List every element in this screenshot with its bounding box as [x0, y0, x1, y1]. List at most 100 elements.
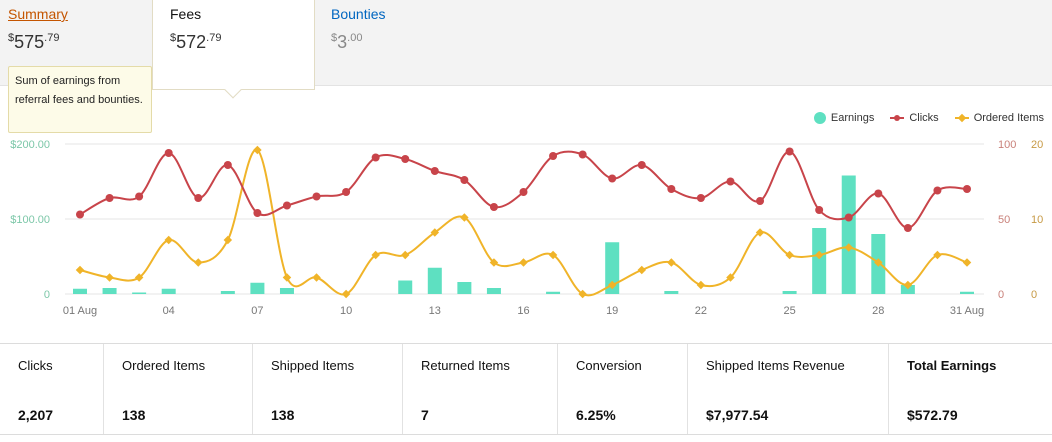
chart-legend: Earnings Clicks Ordered Items — [813, 110, 1044, 126]
stat-value: $7,977.54 — [706, 407, 769, 423]
stat-conversion: Conversion 6.25% — [558, 344, 688, 434]
x-axis-tick-label: 19 — [606, 305, 618, 317]
tab-fees-label[interactable]: Fees — [170, 6, 202, 22]
clicks-point — [756, 197, 765, 205]
tab-bounties-label[interactable]: Bounties — [331, 6, 386, 22]
clicks-point — [489, 203, 498, 211]
x-axis-tick-label: 28 — [872, 305, 884, 317]
clicks-point — [667, 185, 676, 193]
report-tabs-bar: Summary $575.79 Fees $572.79 Bounties $3… — [0, 0, 1052, 99]
ordered-items-point — [696, 280, 706, 290]
earnings-chart: 0 $100.00 $200.00 0 50 100 0 10 20 01 Aug 04 07 10 13… — [10, 139, 1043, 317]
earnings-bar — [664, 291, 679, 294]
stat-label: Clicks — [18, 358, 53, 373]
legend-item-ordered-items[interactable]: Ordered Items — [954, 112, 1044, 124]
summary-tooltip: Sum of earnings from referral fees and b… — [8, 66, 152, 133]
stat-value: 2,207 — [18, 407, 54, 423]
stat-total-earnings: Total Earnings $572.79 — [889, 344, 1052, 434]
clicks-axis-tick-label: 50 — [998, 214, 1010, 226]
ordered-items-axis-tick-label: 20 — [1031, 139, 1043, 151]
stat-value: 138 — [271, 407, 295, 423]
earnings-bar — [73, 288, 87, 294]
earnings-bar — [102, 288, 117, 294]
left-axis-tick-label: $100.00 — [10, 214, 50, 226]
clicks-point — [637, 161, 646, 169]
clicks-point — [519, 188, 528, 196]
clicks-point — [430, 167, 439, 175]
ordered-items-point — [726, 273, 735, 282]
earnings-bar — [812, 228, 827, 294]
legend-item-earnings[interactable]: Earnings — [813, 112, 875, 124]
tab-summary-label[interactable]: Summary — [8, 6, 68, 22]
stat-returned-items: Returned Items 7 — [403, 344, 558, 434]
earnings-bar — [605, 242, 620, 294]
tab-summary[interactable]: Summary $575.79 — [0, 0, 150, 86]
tab-fees-amount: $572.79 — [170, 32, 306, 53]
ordered-items-point — [430, 228, 440, 237]
active-tab-pointer — [224, 81, 242, 99]
clicks-point — [223, 161, 232, 169]
left-axis-tick-label: 0 — [44, 289, 50, 301]
stat-label: Shipped Items Revenue — [706, 358, 845, 373]
ordered-items-swatch-icon — [954, 113, 969, 123]
currency-symbol: $ — [8, 32, 15, 44]
clicks-point — [105, 194, 114, 202]
x-axis-tick-label: 22 — [695, 305, 707, 317]
amount-whole: 572 — [176, 32, 207, 52]
ordered-items-point — [75, 265, 85, 275]
clicks-point — [312, 192, 321, 201]
ordered-items-point — [578, 289, 587, 299]
currency-symbol: $ — [170, 32, 177, 44]
stat-label: Shipped Items — [271, 358, 355, 373]
clicks-point — [785, 147, 794, 156]
clicks-axis-tick-label: 0 — [998, 289, 1004, 301]
amount-whole: 575 — [14, 32, 45, 52]
clicks-axis-tick-label: 100 — [998, 139, 1016, 151]
ordered-items-point — [874, 258, 883, 267]
legend-label-ordered-items: Ordered Items — [973, 112, 1044, 124]
ordered-items-point — [223, 235, 233, 245]
x-axis-tick-label: 31 Aug — [950, 305, 984, 317]
ordered-items-point — [312, 273, 321, 282]
stat-shipped-items-revenue: Shipped Items Revenue $7,977.54 — [688, 344, 889, 434]
earnings-bar — [161, 288, 176, 294]
clicks-point — [253, 209, 262, 217]
x-axis-tick-label: 10 — [340, 305, 352, 317]
ordered-items-point — [460, 213, 469, 222]
x-axis-tick-label: 07 — [251, 305, 263, 317]
clicks-point — [371, 153, 380, 162]
earnings-bar — [398, 280, 413, 294]
legend-label-earnings: Earnings — [830, 112, 875, 124]
clicks-point — [401, 155, 410, 163]
stat-label: Returned Items — [421, 358, 510, 373]
stats-row: Clicks 2,207 Ordered Items 138 Shipped I… — [0, 343, 1052, 435]
clicks-point — [282, 201, 291, 210]
earnings-bar — [457, 282, 472, 294]
ordered-items-point — [194, 258, 203, 267]
earnings-bar — [220, 291, 235, 294]
stat-shipped-items: Shipped Items 138 — [253, 344, 403, 434]
earnings-swatch-icon — [813, 112, 826, 124]
x-axis-tick-label: 16 — [517, 305, 529, 317]
legend-item-clicks[interactable]: Clicks — [890, 112, 939, 124]
ordered-items-axis-tick-label: 0 — [1031, 289, 1037, 301]
clicks-point — [578, 150, 587, 159]
ordered-items-point — [371, 250, 380, 260]
ordered-items-point — [400, 250, 410, 260]
stat-label: Conversion — [576, 358, 642, 373]
x-axis-tick-label: 04 — [163, 305, 175, 317]
ordered-items-point — [105, 273, 114, 282]
tab-summary-amount: $575.79 — [8, 32, 142, 53]
stat-label: Total Earnings — [907, 358, 997, 373]
tab-fees[interactable]: Fees $572.79 — [152, 0, 315, 99]
ordered-items-point — [667, 258, 676, 267]
tab-bounties[interactable]: Bounties $3.00 — [323, 0, 473, 86]
amount-cents: .79 — [206, 32, 222, 44]
earnings-bar — [486, 288, 501, 294]
left-axis-tick-label: $200.00 — [10, 139, 50, 151]
amount-whole: 3 — [337, 32, 348, 52]
ordered-items-point — [637, 265, 647, 275]
ordered-items-point — [164, 235, 173, 245]
stat-label: Ordered Items — [122, 358, 206, 373]
clicks-swatch-icon — [890, 113, 905, 123]
